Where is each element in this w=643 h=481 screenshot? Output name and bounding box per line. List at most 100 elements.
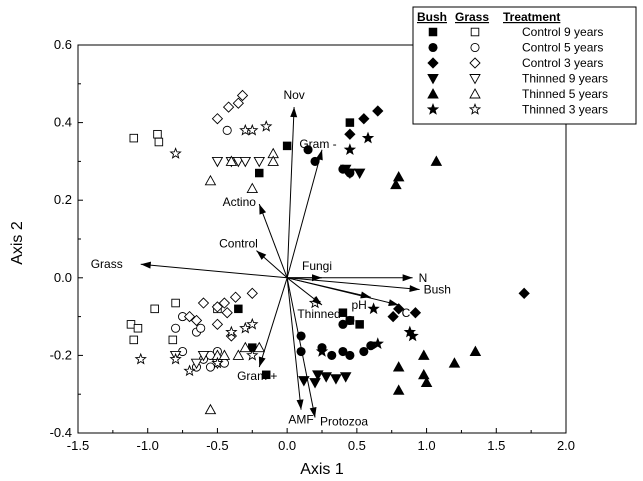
- x-tick-label: 2.0: [557, 438, 575, 453]
- x-tick-label: 1.0: [418, 438, 436, 453]
- data-point-square-bush: [345, 118, 355, 127]
- data-point-star-bush: [361, 131, 375, 144]
- data-point-triangle-up-bush: [418, 349, 430, 360]
- y-tick-label: 0.2: [54, 192, 72, 207]
- data-point-star-grass: [260, 120, 273, 132]
- data-point-circle-grass: [196, 323, 206, 333]
- data-point-square-bush: [338, 308, 348, 317]
- data-point-square-grass: [133, 323, 143, 333]
- data-point-diamond-bush: [387, 310, 399, 323]
- vector-label: Control: [219, 237, 258, 251]
- data-point-star-grass: [239, 321, 252, 334]
- vector-label: pH: [351, 298, 366, 312]
- data-point-triangle-up-bush: [390, 178, 402, 190]
- data-point-star-bush: [343, 143, 357, 155]
- legend-marker-grass: [469, 88, 481, 99]
- y-tick-label: 0.4: [54, 115, 72, 130]
- data-point-diamond-grass: [190, 314, 203, 327]
- legend-marker-bush: [428, 42, 438, 53]
- vector-line: [286, 277, 316, 418]
- data-point-circle-bush: [338, 319, 348, 329]
- data-point-diamond-grass: [236, 89, 249, 102]
- data-point-triangle-up-bush: [448, 357, 461, 368]
- legend-entry-label: Thinned 5 years: [522, 87, 608, 101]
- y-tick-label: -0.2: [50, 347, 72, 362]
- legend-marker-bush: [428, 27, 438, 37]
- vector-label: Actino: [223, 195, 257, 209]
- vector-label: C: [402, 306, 411, 320]
- data-point-triangle-up-bush: [469, 345, 482, 356]
- data-point-triangle-down-grass: [239, 156, 252, 168]
- data-point-diamond-grass: [211, 301, 224, 313]
- data-point-circle-grass: [205, 362, 216, 372]
- data-point-star-bush: [406, 329, 419, 342]
- data-point-triangle-down-grass: [211, 156, 224, 168]
- data-point-triangle-up-bush: [418, 368, 430, 380]
- data-point-diamond-bush: [358, 113, 370, 125]
- data-point-diamond-grass: [183, 310, 196, 323]
- data-point-circle-bush: [359, 346, 369, 357]
- y-tick-label: 0.0: [54, 270, 72, 285]
- x-tick-label: 1.5: [487, 438, 505, 453]
- vector-line: [287, 277, 420, 290]
- vector-line: [286, 107, 295, 278]
- data-point-triangle-up-grass: [239, 341, 252, 353]
- x-tick-label: 0.5: [348, 438, 366, 453]
- data-point-square-grass: [154, 137, 164, 147]
- x-tick-label: -0.5: [206, 438, 228, 453]
- legend-marker-bush: [427, 57, 439, 69]
- data-point-triangle-up-grass: [267, 155, 279, 166]
- data-point-star-grass: [211, 356, 224, 369]
- data-point-square-bush: [234, 304, 243, 314]
- data-point-square-bush: [255, 168, 264, 178]
- data-point-square-grass: [171, 298, 180, 308]
- legend-entry-label: Control 9 years: [522, 25, 603, 39]
- vector-label: Thinned: [297, 307, 340, 321]
- legend-entry-label: Control 3 years: [522, 56, 603, 70]
- data-point-star-bush: [371, 337, 384, 349]
- vector-arrowhead: [290, 107, 298, 118]
- data-point-triangle-up-bush: [392, 384, 405, 395]
- data-point-square-grass: [126, 320, 136, 329]
- data-point-triangle-up-grass: [218, 349, 231, 360]
- data-point-triangle-up-grass: [253, 341, 266, 353]
- data-point-diamond-grass: [218, 297, 231, 309]
- vector-arrowhead: [309, 406, 317, 418]
- data-point-triangle-up-grass: [204, 174, 217, 186]
- data-point-square-bush: [261, 370, 271, 380]
- data-point-diamond-grass: [221, 307, 233, 319]
- legend-entry-label: Thinned 3 years: [522, 103, 608, 117]
- vector-label: Gram +: [237, 369, 277, 383]
- data-point-triangle-down-grass: [190, 358, 203, 370]
- legend-marker-grass: [468, 103, 482, 115]
- data-point-square-bush: [355, 320, 364, 329]
- data-point-diamond-grass: [222, 101, 235, 113]
- legend-marker-grass: [469, 57, 481, 69]
- y-tick-label: 0.6: [54, 37, 72, 52]
- data-point-star-grass: [169, 147, 182, 159]
- vector-arrowhead: [402, 274, 413, 282]
- data-point-diamond-grass: [211, 318, 224, 330]
- data-point-diamond-bush: [393, 303, 405, 315]
- data-point-triangle-down-bush: [330, 374, 342, 385]
- data-point-square-grass: [153, 129, 162, 139]
- data-point-diamond-grass: [197, 297, 210, 309]
- data-point-triangle-down-bush: [320, 372, 332, 383]
- vector-label: Grass: [91, 257, 123, 271]
- vector-label: Bush: [424, 282, 451, 296]
- data-point-circle-bush: [338, 346, 348, 357]
- legend-marker-grass: [470, 27, 480, 37]
- vector-label: N: [419, 271, 428, 285]
- vector-arrowhead: [258, 356, 266, 368]
- legend-box: [412, 6, 637, 125]
- data-point-star-bush: [367, 302, 380, 315]
- vector-arrowhead: [360, 291, 371, 299]
- vector-label: Protozoa: [320, 414, 368, 428]
- data-point-star-grass: [183, 364, 196, 377]
- data-point-star-grass: [225, 325, 238, 338]
- vector-line: [286, 277, 302, 410]
- vector-arrowhead: [388, 299, 399, 306]
- vector-arrowhead: [259, 204, 267, 215]
- legend-marker-bush: [426, 103, 440, 115]
- data-point-triangle-down-bush: [298, 376, 310, 387]
